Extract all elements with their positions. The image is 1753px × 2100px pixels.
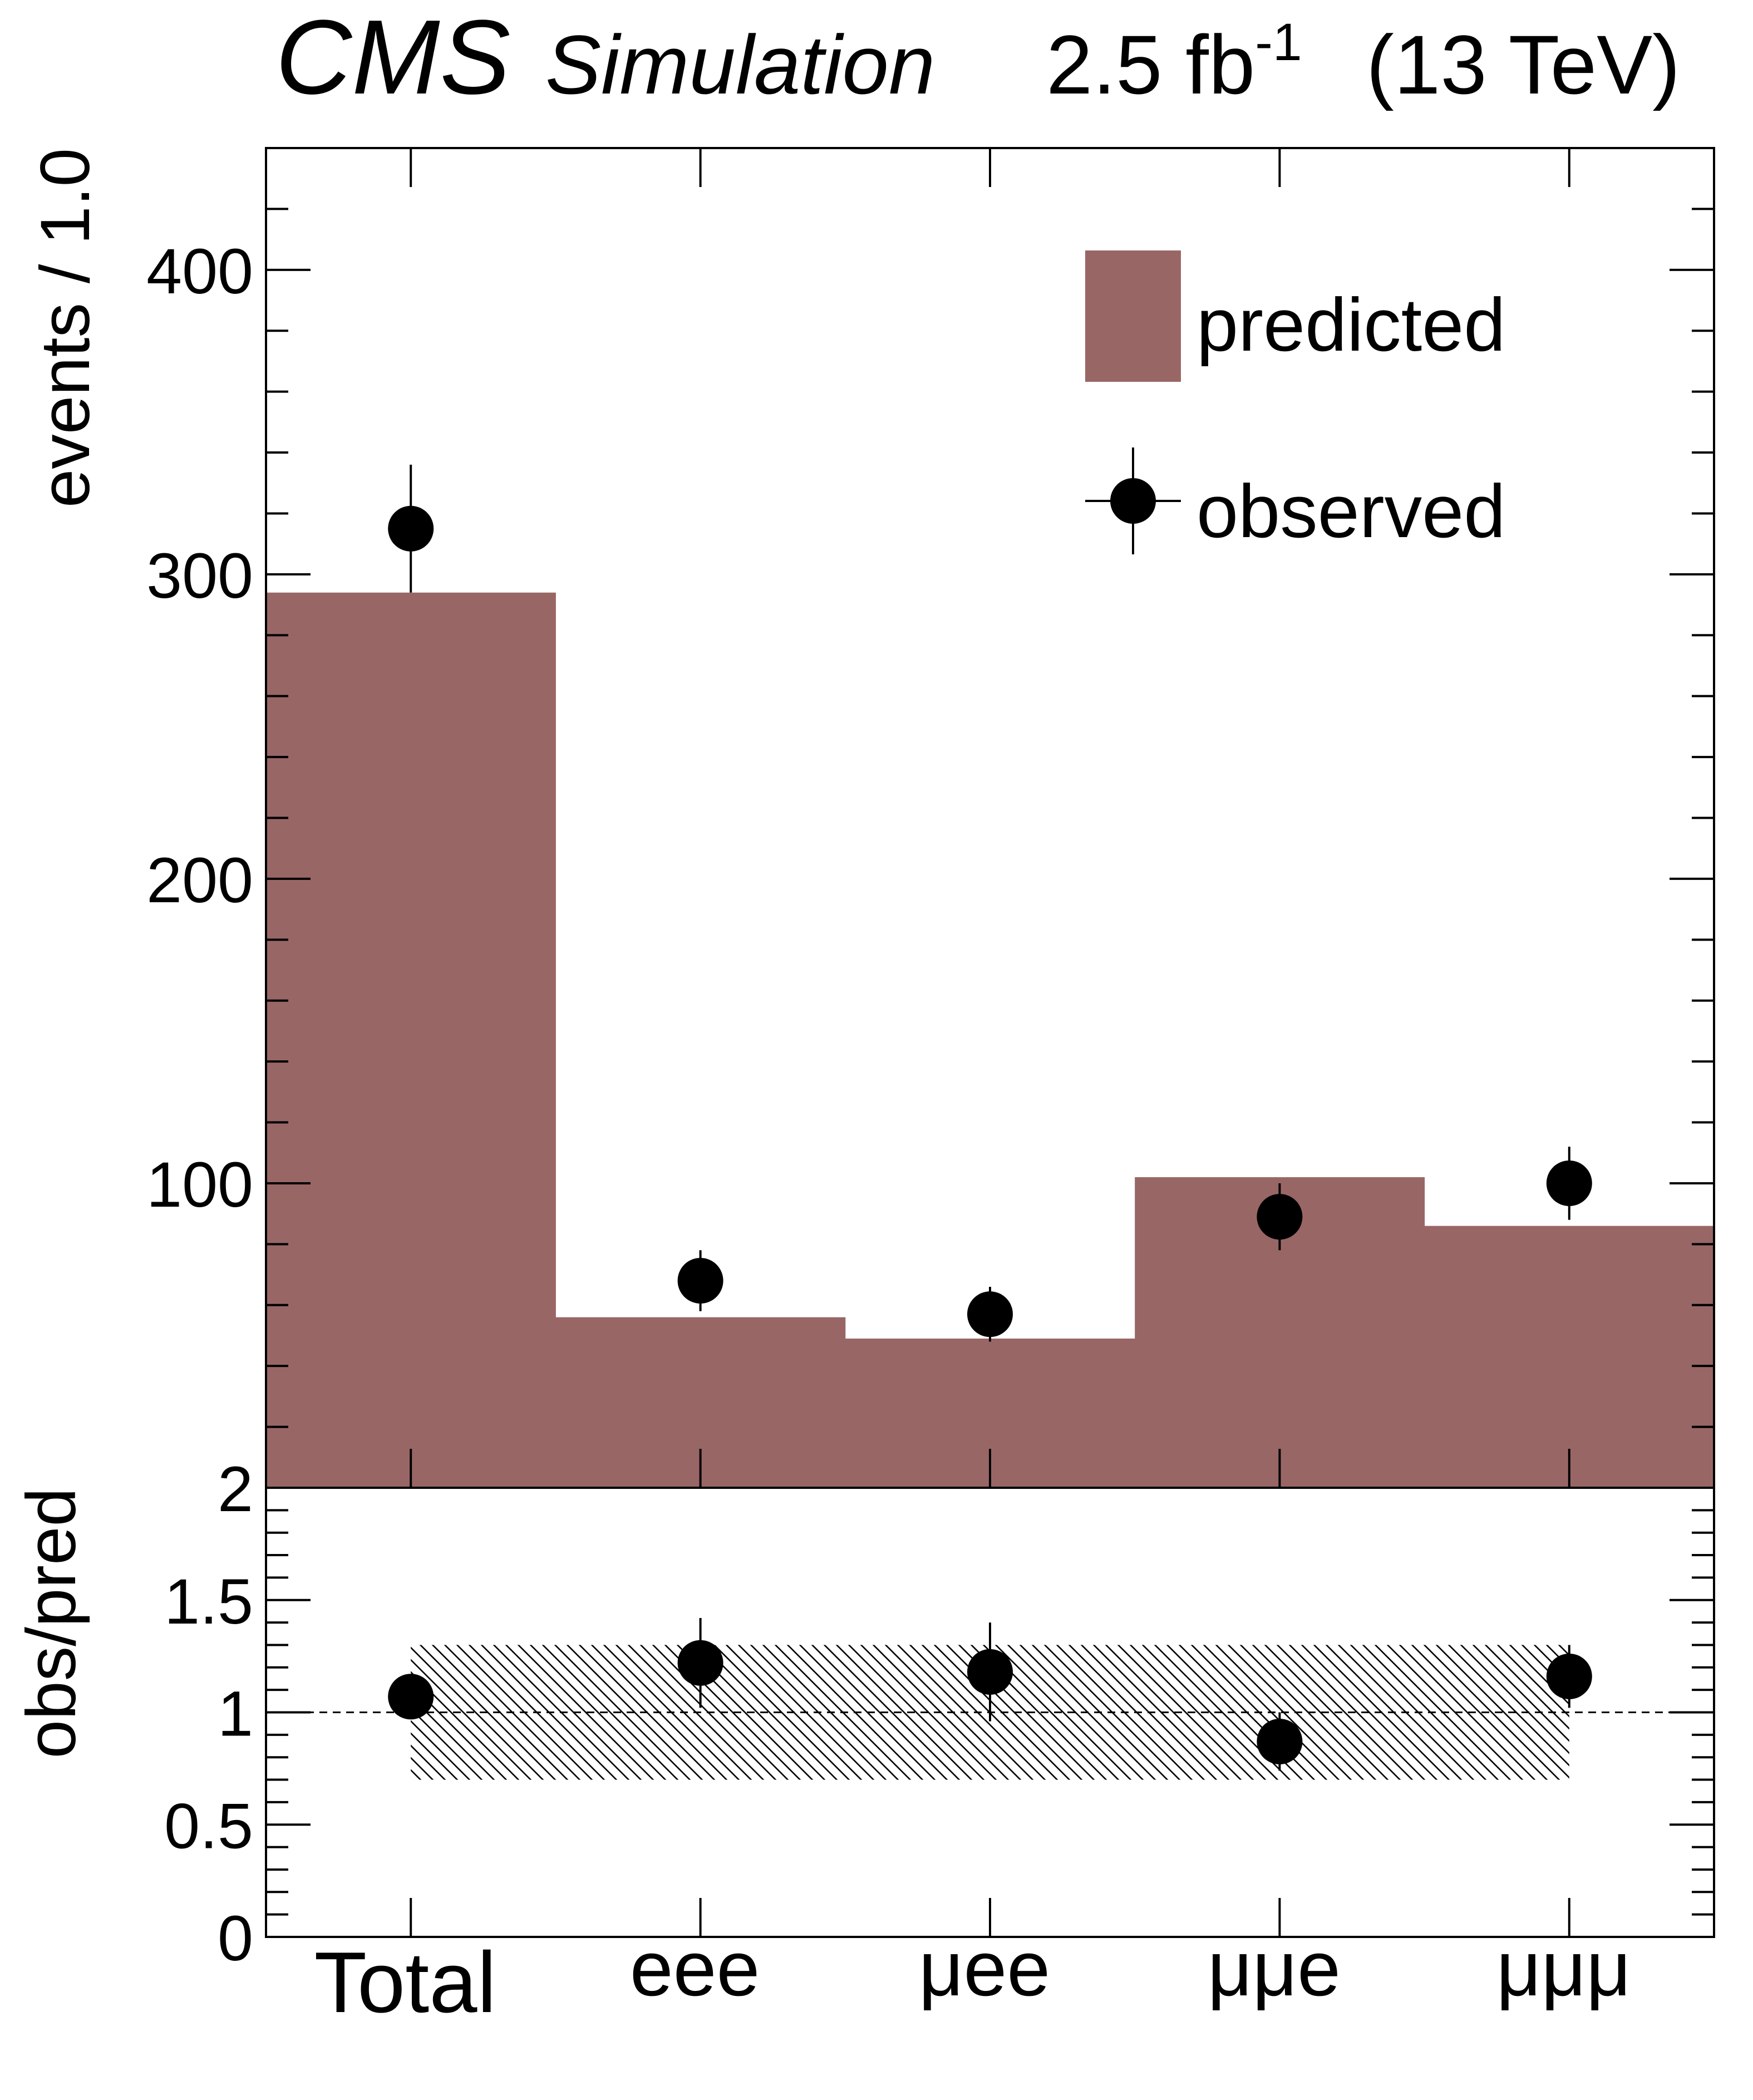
ratio-y-tick-label: 1.5 [164,1566,253,1637]
observed-point [388,505,434,552]
main-axis-ticks [266,148,1714,1488]
ratio-point [1257,1718,1303,1764]
ratio-points [388,1618,1592,1771]
observed-point [677,1258,723,1304]
luminosity-label: 2.5 fb-1 [1046,13,1302,111]
main-y-tick-labels: 100 200 300 400 [146,236,253,1221]
ratio-frame [265,1487,1715,1938]
observed-point [967,1291,1013,1337]
x-tick-label: Total [314,1934,496,2030]
main-panel: 100 200 300 400 events / 1.0 predicted obse… [27,147,1715,1489]
ratio-y-tick-labels: 0 0.5 1 1.5 2 [164,1454,253,1974]
ratio-y-tick-label: 0 [218,1903,253,1974]
legend-predicted-swatch [1085,250,1181,382]
ratio-point [677,1640,723,1686]
energy-label: (13 TeV) [1366,18,1680,111]
simulation-label: Simulation [545,18,935,111]
ratio-y-axis-label: obs/pred [13,1488,90,1758]
ratio-point [967,1649,1013,1695]
observed-point [1257,1194,1303,1240]
header: CMS Simulation 2.5 fb-1 (13 TeV) [275,0,1680,116]
main-y-tick-label: 100 [146,1149,253,1221]
x-tick-label: μμμ [1496,1925,1631,2012]
ratio-y-tick-label: 0.5 [164,1791,253,1862]
ratio-point [1546,1653,1592,1699]
legend-observed-label: observed [1196,469,1505,553]
predicted-bar [1424,1226,1715,1488]
predicted-histogram [266,592,1715,1488]
legend-observed-marker [1110,478,1156,524]
ratio-axis-ticks [266,1509,1714,1937]
main-y-tick-label: 300 [146,540,253,612]
legend-predicted-label: predicted [1196,283,1505,367]
predicted-bar [266,592,556,1488]
x-tick-label: μμe [1208,1925,1341,2012]
experiment-label: CMS [275,0,510,116]
ratio-panel: 0 0.5 1 1.5 2 Total eee μee μμe μμμ obs/pred [13,1454,1715,2030]
observed-points [388,464,1592,1342]
main-y-tick-label: 400 [146,236,253,307]
ratio-y-tick-label: 2 [218,1454,253,1525]
main-y-axis-label: events / 1.0 [27,148,104,508]
x-tick-labels: Total eee μee μμe μμμ [314,1925,1631,2030]
ratio-point [388,1674,434,1720]
x-tick-label: eee [630,1925,760,2012]
legend: predicted observed [1085,250,1505,554]
x-tick-label: μee [919,1925,1050,2012]
ratio-y-tick-label: 1 [218,1679,253,1750]
main-y-tick-label: 200 [146,845,253,916]
observed-point [1546,1160,1592,1206]
